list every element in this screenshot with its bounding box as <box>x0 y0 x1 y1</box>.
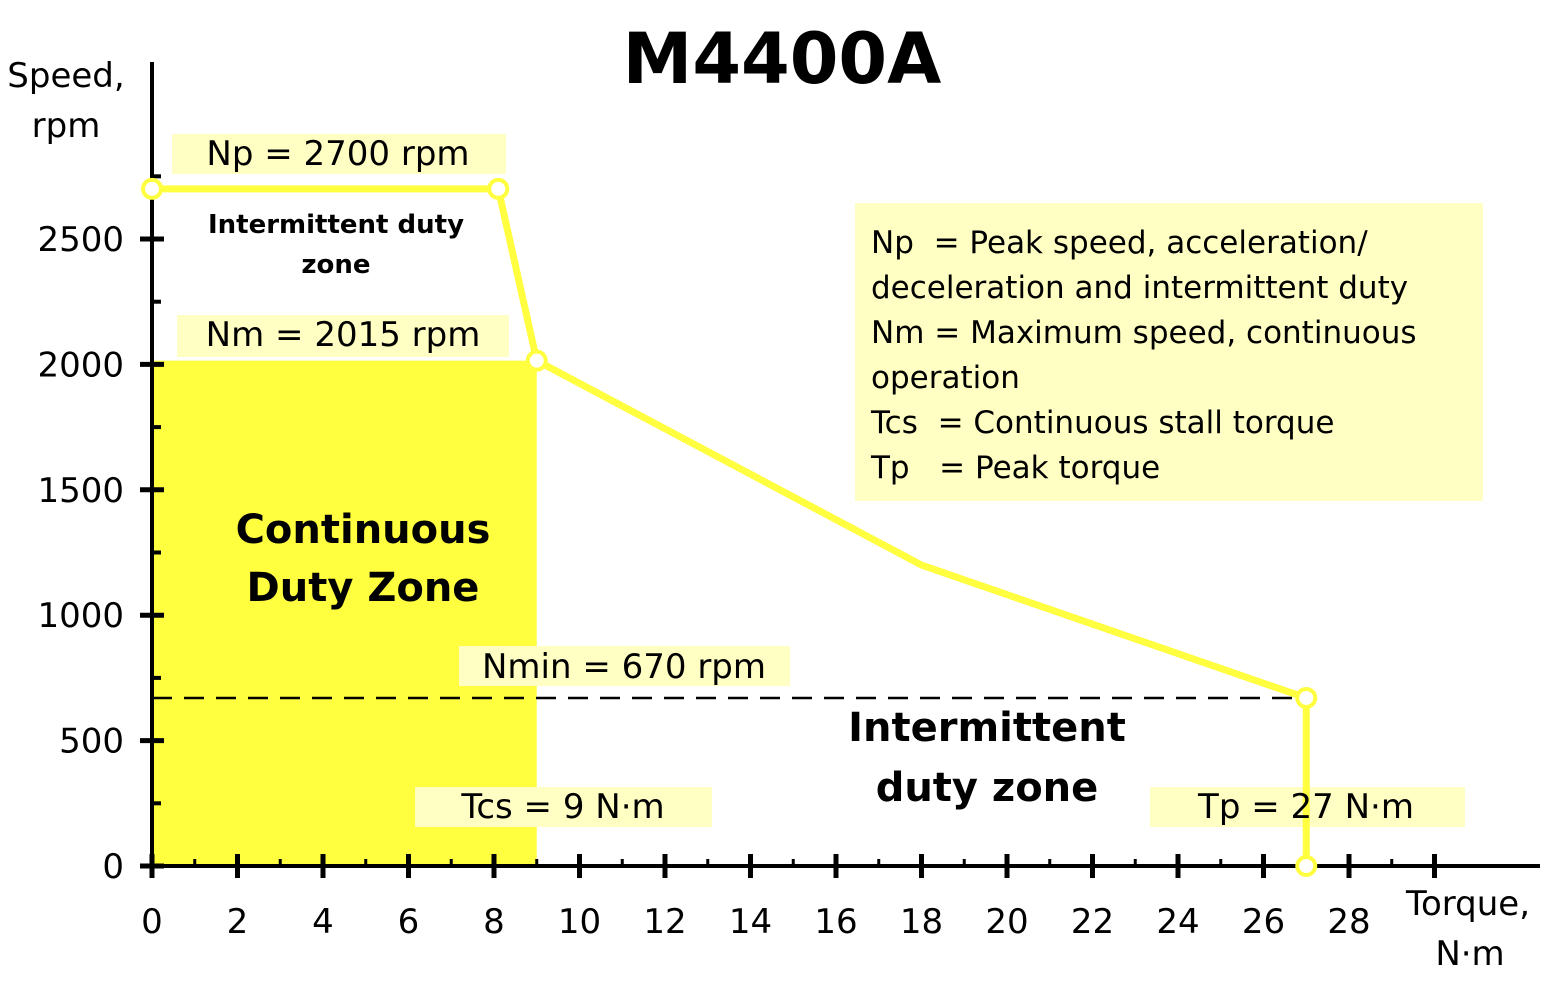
x-tick-label: 26 <box>1242 902 1285 942</box>
y-tick-label: 1500 <box>37 471 124 511</box>
x-tick-label: 2 <box>227 902 249 942</box>
x-tick-label: 12 <box>643 902 686 942</box>
speed-torque-curve <box>152 185 1310 866</box>
x-tick-label: 16 <box>814 902 857 942</box>
legend-line-nm: Nm = Maximum speed, continuous <box>871 315 1417 351</box>
intermittent-zone-top-label-line-2: zone <box>301 250 370 280</box>
continuous-duty-zone <box>152 360 537 866</box>
curve-point-marker <box>141 177 163 200</box>
x-axis-label-line-2: N·m <box>1435 934 1504 974</box>
np-label-bg <box>172 134 506 174</box>
x-tick-label: 22 <box>1071 902 1114 942</box>
legend-line-tcs: Tcs = Continuous stall torque <box>871 405 1335 441</box>
y-tick-label: 2500 <box>37 220 124 260</box>
x-tick-label: 18 <box>900 902 943 942</box>
curve-point-marker <box>1295 686 1318 709</box>
x-tick-label: 6 <box>398 902 420 942</box>
nm-label-bg <box>177 315 509 357</box>
curve-point-marker <box>525 349 548 372</box>
x-tick-label: 10 <box>558 902 601 942</box>
y-tick-label: 2000 <box>37 345 124 385</box>
x-tick-label: 20 <box>985 902 1028 942</box>
curve-point-marker <box>487 177 510 200</box>
legend-line-np-cont: deceleration and intermittent duty <box>871 270 1409 306</box>
x-tick-label: 14 <box>729 902 772 942</box>
curve-point-marker <box>1295 855 1318 877</box>
y-axis-label-line-2: rpm <box>32 106 101 146</box>
tcs-label-bg <box>415 787 712 827</box>
intermittent-zone-bottom-label-line-1: Intermittent <box>848 705 1126 751</box>
x-axis-label-line-1: Torque, <box>1405 884 1530 924</box>
y-tick-label: 1000 <box>37 596 124 636</box>
legend-box: Np = Peak speed, acceleration/ decelerat… <box>855 203 1483 501</box>
x-tick-label: 4 <box>312 902 334 942</box>
y-tick-label: 0 <box>102 847 124 887</box>
legend-line-tp: Tp = Peak torque <box>871 450 1161 486</box>
y-axis-label-line-1: Speed, <box>7 56 124 96</box>
nmin-label: Nmin = 670 rpm <box>482 647 766 687</box>
continuous-zone-label-line-2: Duty Zone <box>247 565 480 611</box>
continuous-zone-label-line-1: Continuous <box>236 507 491 553</box>
intermittent-zone-top-label-line-1: Intermittent duty <box>208 210 464 240</box>
x-tick-label: 8 <box>483 902 505 942</box>
y-tick-label: 500 <box>59 722 124 762</box>
x-tick-label: 28 <box>1327 902 1370 942</box>
nm-label: Nm = 2015 rpm <box>206 315 481 355</box>
x-tick-label: 24 <box>1156 902 1199 942</box>
np-label: Np = 2700 rpm <box>206 134 469 174</box>
intermittent-zone-bottom-label-line-2: duty zone <box>876 765 1099 811</box>
chart-title: M4400A <box>623 18 942 100</box>
legend-line-nm-cont: operation <box>871 360 1020 396</box>
tcs-label: Tcs = 9 N·m <box>460 787 664 827</box>
x-tick-label: 0 <box>141 902 163 942</box>
tp-label: Tp = 27 N·m <box>1197 787 1414 827</box>
nmin-label-bg <box>459 646 790 686</box>
legend-line-np: Np = Peak speed, acceleration/ <box>871 225 1368 261</box>
